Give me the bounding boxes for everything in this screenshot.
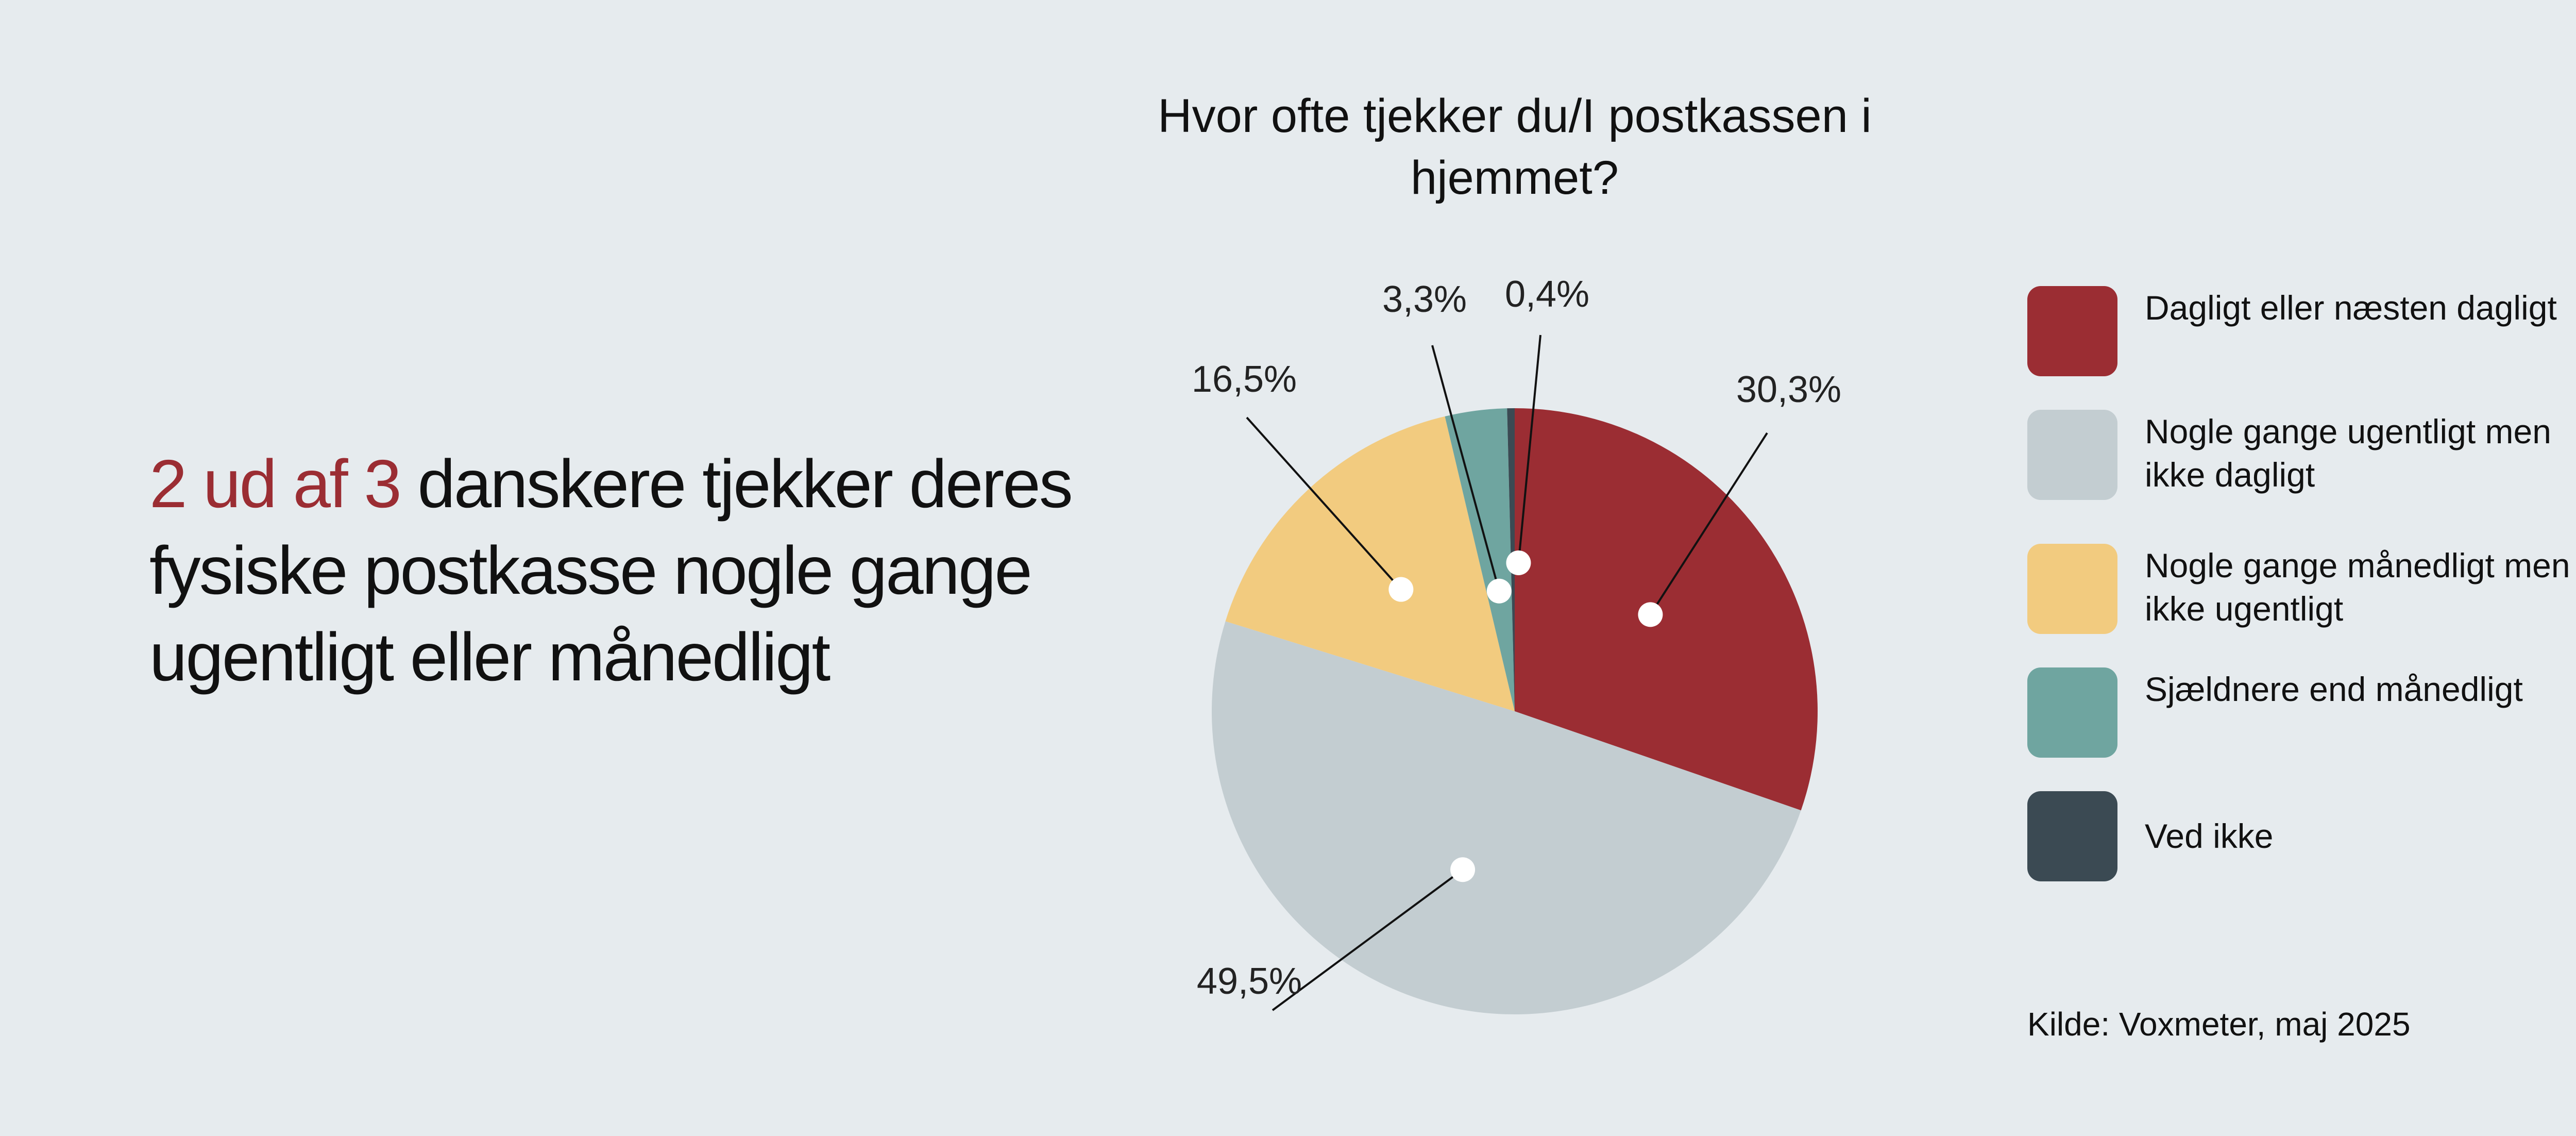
- legend-swatch: [2027, 286, 2117, 376]
- data-label: 16,5%: [1192, 359, 1297, 400]
- legend-label: Ved ikke: [2145, 817, 2274, 855]
- legend-label: Sjældnere end månedligt: [2145, 670, 2523, 708]
- label-dot: [1506, 550, 1531, 575]
- leader-line: [1649, 432, 1768, 615]
- headline-highlight: 2 ud af 3: [149, 446, 402, 522]
- legend-swatch: [2027, 410, 2117, 500]
- leader-line: [1272, 868, 1464, 1011]
- label-dot: [1388, 577, 1414, 602]
- data-label: 30,3%: [1736, 369, 1841, 410]
- data-label: 0,4%: [1505, 274, 1589, 315]
- legend-item: Sjældnere end månedligt: [2027, 667, 2576, 758]
- legend-label: Nogle gange ugentligt men ikke dagligt: [2145, 412, 2551, 494]
- leader-line: [1431, 345, 1500, 592]
- chart-title: Hvor ofte tjekker du/I postkassen i hjem…: [1158, 90, 1872, 204]
- legend-swatch: [2027, 667, 2117, 758]
- label-dot: [1486, 578, 1512, 604]
- legend-swatch: [2027, 791, 2117, 881]
- label-dot: [1450, 857, 1476, 882]
- pie-slice: [1225, 416, 1515, 711]
- label-dot: [1638, 602, 1663, 627]
- legend-swatch: [2027, 544, 2117, 634]
- data-label: 49,5%: [1197, 961, 1302, 1002]
- source-note: Kilde: Voxmeter, maj 2025: [2027, 1006, 2411, 1043]
- leader-line: [1517, 335, 1541, 563]
- pie-slice: [1445, 408, 1515, 711]
- pie-slice: [1211, 621, 1801, 1015]
- legend-label: Dagligt eller næsten dagligt: [2145, 289, 2557, 327]
- headline-text: danskere tjekker deres fysiske postkasse…: [149, 446, 1073, 695]
- headline: 2 ud af 3 danskere tjekker deres fysiske…: [149, 441, 1077, 700]
- leader-line: [1246, 416, 1402, 590]
- legend-label: Nogle gange månedligt men ikke ugentligt: [2145, 546, 2570, 628]
- legend-item: Dagligt eller næsten dagligt: [2027, 286, 2576, 376]
- legend-item: Ved ikke: [2027, 791, 2576, 881]
- data-label: 3,3%: [1382, 279, 1467, 320]
- legend-item: Nogle gange ugentligt men ikke dagligt: [2027, 410, 2576, 500]
- legend-item: Nogle gange månedligt men ikke ugentligt: [2027, 544, 2576, 634]
- pie-slice: [1515, 408, 1818, 811]
